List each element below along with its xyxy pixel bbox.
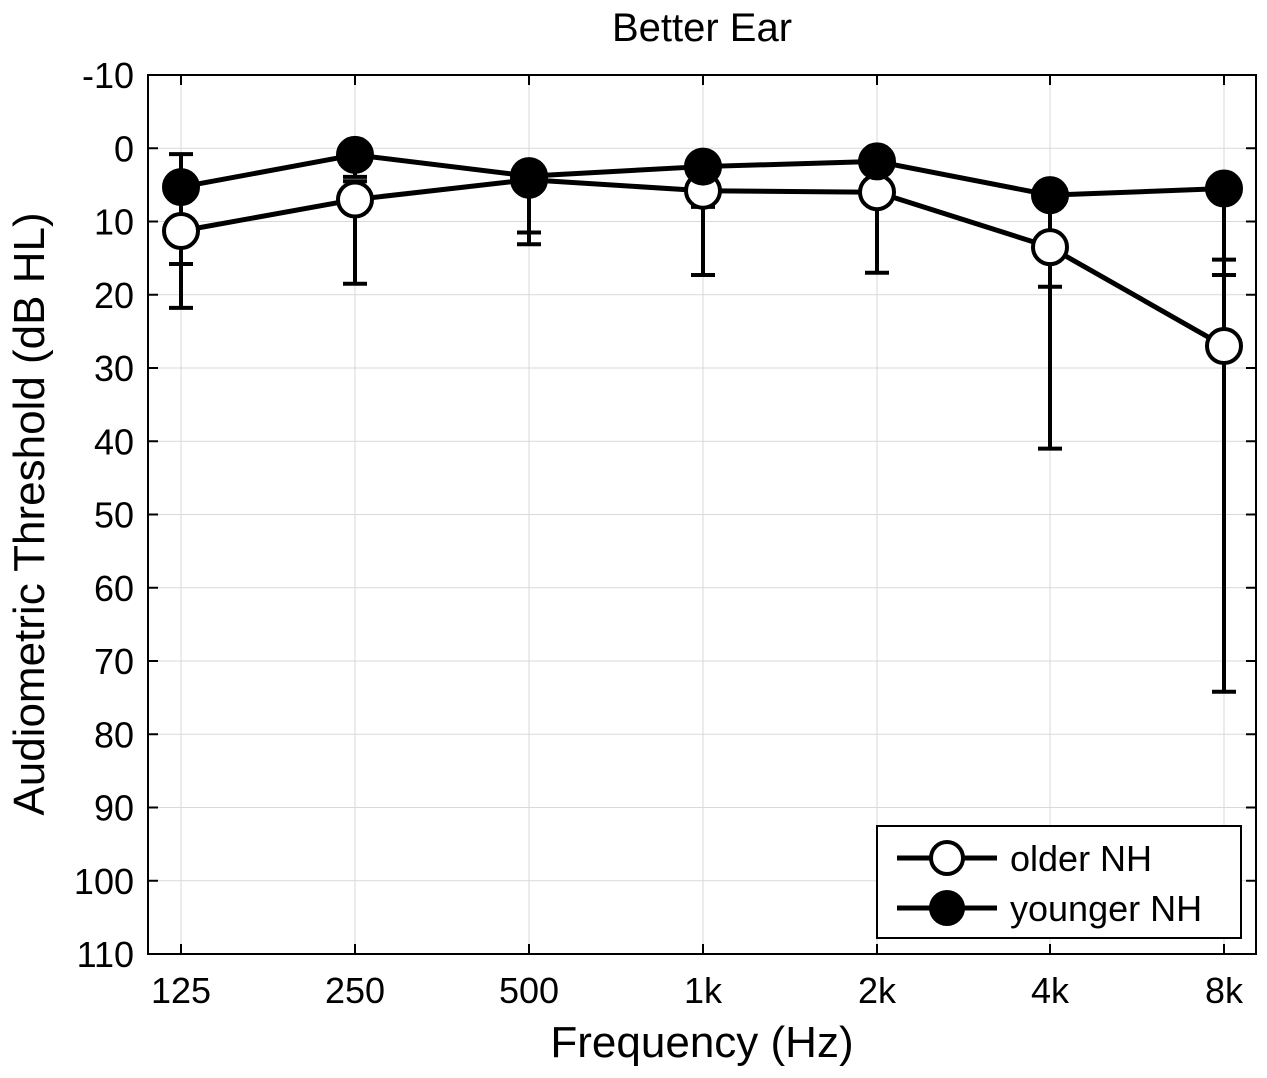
legend-label-older: older NH <box>1010 838 1152 879</box>
x-tick-label: 4k <box>1031 970 1070 1011</box>
x-tick-label: 8k <box>1205 970 1244 1011</box>
y-tick-label: 70 <box>94 641 134 682</box>
series-layer <box>162 135 1243 694</box>
y-tick-label: 30 <box>94 348 134 389</box>
legend-marker-older <box>929 840 965 876</box>
older-nh-marker <box>1205 327 1243 366</box>
y-tick-label: 80 <box>94 714 134 755</box>
legend: older NH younger NH <box>876 825 1242 939</box>
y-tick-label: -10 <box>82 55 134 96</box>
younger-nh-marker <box>1205 169 1243 208</box>
x-tick-label: 250 <box>325 970 385 1011</box>
y-tick-label: 110 <box>77 934 134 975</box>
x-tick-label: 500 <box>499 970 559 1011</box>
y-tick-label: 90 <box>94 788 134 829</box>
younger-nh-marker <box>162 168 200 207</box>
x-axis-label: Frequency (Hz) <box>550 1018 853 1067</box>
y-tick-label: 60 <box>94 568 134 609</box>
y-tick-label: 20 <box>94 275 134 316</box>
y-tick-label: 0 <box>114 128 134 169</box>
x-tick-label: 125 <box>151 970 211 1011</box>
younger-nh-marker <box>1031 176 1069 215</box>
y-tick-label: 100 <box>74 861 134 902</box>
younger-nh-marker <box>336 135 374 174</box>
x-tick-label: 1k <box>684 970 723 1011</box>
younger-nh-marker <box>684 147 722 186</box>
older-nh-marker <box>162 212 200 251</box>
older-nh-marker <box>1031 228 1069 267</box>
younger-nh-marker <box>858 142 896 181</box>
y-tick-label: 50 <box>94 495 134 536</box>
legend-marker-younger <box>929 890 965 926</box>
chart-title: Better Ear <box>612 6 792 50</box>
older-nh-marker <box>336 180 374 219</box>
y-tick-label: 10 <box>94 202 134 243</box>
younger-nh-marker <box>510 157 548 196</box>
tick-layer: -10 0 10 20 30 40 50 60 70 80 90 100 110 125 250 500 1k 2… <box>74 55 1256 1011</box>
y-tick-label: 40 <box>94 421 134 462</box>
legend-label-younger: younger NH <box>1010 888 1202 929</box>
x-tick-label: 2k <box>858 970 897 1011</box>
y-axis-label: Audiometric Threshold (dB HL) <box>5 212 54 815</box>
